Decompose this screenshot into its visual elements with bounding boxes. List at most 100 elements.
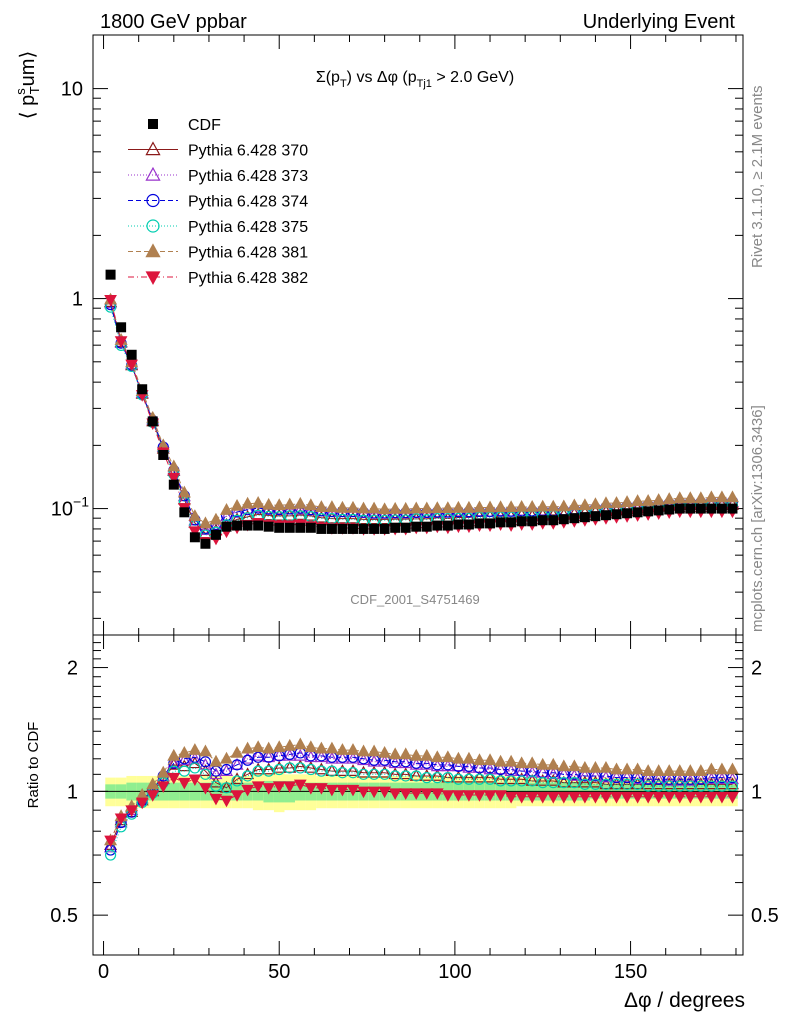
ratio-point-p370 bbox=[262, 762, 276, 775]
x-ticks: 0 50 100 150 bbox=[98, 35, 737, 983]
ratio-point-p370 bbox=[420, 768, 434, 781]
ratio-point-p370 bbox=[620, 777, 634, 790]
ratio-point-p382-shape bbox=[304, 783, 318, 795]
ratio-point-p382 bbox=[220, 795, 233, 808]
data-point-p370 bbox=[346, 511, 360, 524]
ratio-ytick-label-left: 1 bbox=[67, 781, 78, 803]
ratio-point-p373-shape bbox=[104, 840, 118, 853]
rivet-version-text: Rivet 3.1.10, ≥ 2.1M events bbox=[749, 86, 766, 269]
ratio-point-p382-shape bbox=[525, 792, 539, 804]
ratio-point-p373-shape bbox=[209, 767, 223, 780]
ratio-point-p381-shape bbox=[683, 764, 697, 776]
ratio-point-p381-shape bbox=[325, 741, 339, 754]
legend-marker-p375-shape bbox=[146, 219, 160, 233]
data-point-p381 bbox=[283, 497, 297, 510]
ratio-point-p382-shape bbox=[241, 784, 254, 797]
data-point-p381-shape bbox=[599, 496, 613, 509]
data-point-p382 bbox=[104, 294, 117, 307]
ratio-point-p370-shape bbox=[494, 772, 508, 785]
data-point-cdf-shape bbox=[242, 520, 253, 531]
y-axis-label-ratio: Ratio to CDF bbox=[25, 722, 42, 809]
ratio-point-p381-shape bbox=[567, 759, 581, 772]
data-point-p381 bbox=[715, 490, 729, 503]
data-point-cdf bbox=[105, 269, 116, 280]
ratio-point-p370-shape bbox=[304, 760, 318, 773]
ratio-point-p381-shape bbox=[494, 754, 508, 767]
ratio-point-p382-shape bbox=[504, 792, 518, 804]
ratio-point-p381-shape bbox=[441, 750, 455, 763]
ratio-point-p382-shape bbox=[557, 792, 571, 804]
ratio-point-p381-shape bbox=[704, 762, 718, 775]
ratio-point-p373-shape bbox=[430, 759, 444, 772]
legend-marker-p374-shape bbox=[146, 193, 160, 208]
data-point-cdf-shape bbox=[622, 508, 633, 519]
data-point-p381-shape bbox=[272, 498, 286, 511]
data-point-cdf bbox=[390, 522, 401, 533]
data-point-cdf-shape bbox=[168, 479, 179, 490]
ratio-point-p382 bbox=[104, 835, 117, 848]
ratio-point-p382 bbox=[378, 786, 391, 799]
ratio-point-p381 bbox=[578, 760, 592, 773]
ratio-point-p382-shape bbox=[272, 781, 286, 793]
data-point-p381 bbox=[262, 497, 276, 510]
data-point-cdf bbox=[263, 521, 274, 532]
ratio-point-p375 bbox=[210, 780, 222, 792]
ratio-point-p375-shape bbox=[189, 762, 201, 774]
ratio-point-p382-shape bbox=[167, 772, 181, 785]
ratio-point-p381 bbox=[515, 756, 529, 769]
ratio-point-p375 bbox=[220, 782, 233, 794]
ratio-point-p381 bbox=[641, 764, 655, 776]
ratio-point-p370-shape bbox=[567, 775, 581, 788]
ratio-point-p381-shape bbox=[536, 757, 550, 770]
ratio-point-p370 bbox=[578, 775, 592, 788]
ratio-point-p370-shape bbox=[472, 770, 487, 783]
ratio-point-p381 bbox=[652, 764, 666, 776]
data-point-p370 bbox=[272, 508, 286, 521]
ratio-point-p381-shape bbox=[641, 764, 655, 776]
ratio-point-p381-shape bbox=[230, 745, 244, 758]
ratio-point-p370-shape bbox=[588, 775, 602, 788]
ratio-point-p381 bbox=[156, 765, 170, 778]
ratio-point-p381-shape bbox=[241, 741, 255, 754]
ratio-point-p375 bbox=[263, 765, 275, 777]
data-point-cdf bbox=[453, 519, 464, 530]
ratio-point-p382 bbox=[346, 784, 360, 797]
data-point-cdf-shape bbox=[189, 532, 200, 543]
ratio-point-p373-shape bbox=[241, 751, 255, 764]
data-point-cdf bbox=[664, 504, 675, 515]
ratio-point-p374-shape bbox=[220, 763, 233, 776]
data-point-cdf-shape bbox=[253, 520, 264, 531]
ratio-point-p382-shape bbox=[705, 792, 718, 804]
ratio-point-p375-shape bbox=[305, 763, 317, 776]
y-label-post: um⟩ bbox=[17, 51, 39, 87]
ratio-point-p370-shape bbox=[578, 775, 592, 788]
ratio-point-p381-shape bbox=[272, 740, 286, 753]
ratio-point-p381 bbox=[631, 762, 645, 775]
data-point-p381 bbox=[631, 494, 645, 507]
ratio-point-p373 bbox=[325, 751, 339, 764]
ratio-point-p370 bbox=[609, 777, 624, 790]
ratio-point-p381-shape bbox=[188, 743, 202, 755]
ratio-point-p382 bbox=[683, 792, 697, 804]
data-point-cdf bbox=[590, 511, 601, 522]
legend-label-p381: Pythia 6.428 381 bbox=[188, 245, 308, 262]
y-label-sup: s bbox=[13, 88, 28, 95]
plot-title-post: > 2.0 GeV) bbox=[432, 69, 514, 86]
data-point-cdf bbox=[432, 520, 443, 531]
ratio-panel: 2 2 1 1 0.5 0.5 bbox=[50, 634, 779, 956]
ratio-point-p381-shape bbox=[472, 753, 487, 766]
data-point-p370 bbox=[283, 508, 297, 521]
data-point-p381 bbox=[346, 500, 360, 513]
ratio-point-p382-shape bbox=[315, 783, 328, 795]
ratio-point-p370-shape bbox=[283, 760, 297, 773]
data-point-p370-shape bbox=[346, 511, 360, 524]
ratio-point-p382-shape bbox=[388, 788, 402, 800]
legend-marker-cdf bbox=[148, 119, 158, 129]
ratio-point-p381-shape bbox=[673, 764, 687, 776]
data-point-p381-shape bbox=[399, 501, 413, 514]
data-point-p381 bbox=[198, 516, 212, 529]
data-point-cdf bbox=[569, 513, 580, 524]
legend-label-p374: Pythia 6.428 374 bbox=[188, 194, 308, 211]
data-point-cdf bbox=[326, 523, 337, 534]
ratio-point-p375-shape bbox=[442, 772, 454, 784]
